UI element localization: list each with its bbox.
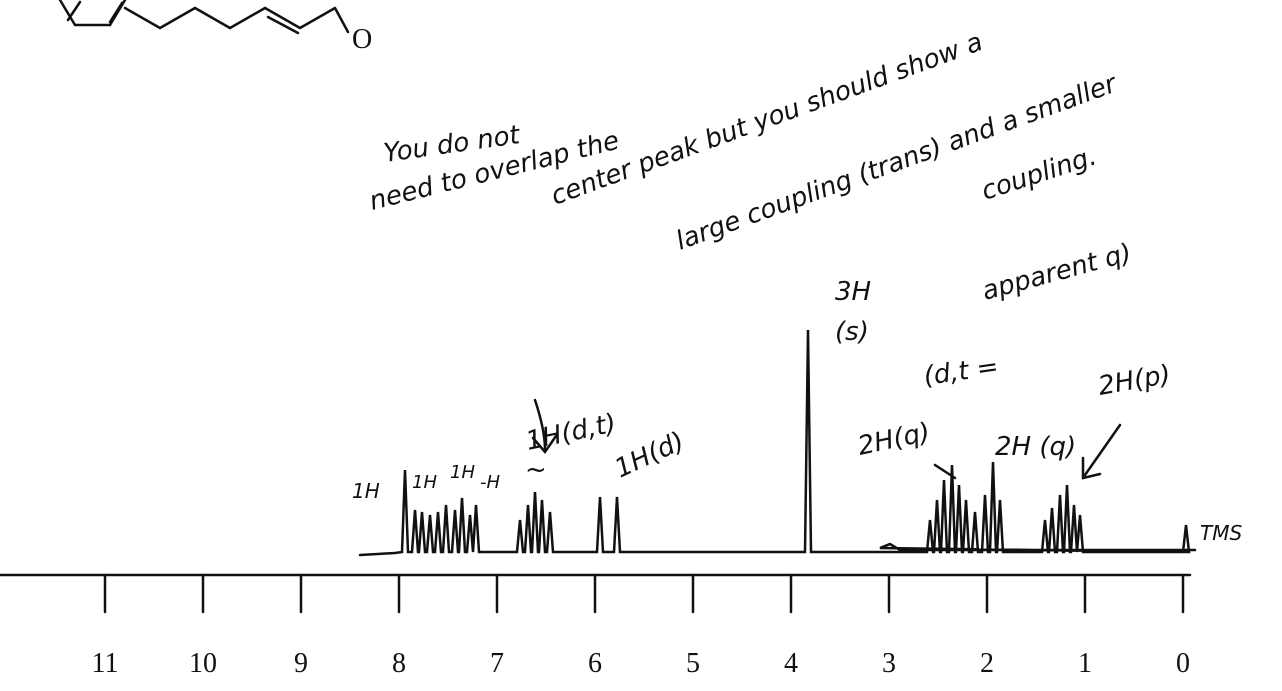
peak-label: apparent q) [979,238,1135,307]
axis-label: 2 [980,648,994,679]
axis-label: 11 [92,648,119,679]
axis-label: 5 [686,648,700,679]
nmr-sheet: O You do not need to overlap the center … [0,0,1282,691]
axis-label: 6 [588,648,602,679]
note: coupling. [978,141,1100,206]
peak-label: 1H [352,479,380,503]
peak-label: -H [480,472,500,493]
axis-label: 7 [490,648,504,679]
axis-label: 8 [392,648,406,679]
structure: O [60,0,372,55]
axis-label: 10 [189,648,217,679]
axis-label: 9 [294,648,308,679]
peak-label: (s) [835,317,869,347]
atom-label: O [352,24,372,55]
axis-label: 4 [784,648,798,679]
axis-label: 3 [882,648,896,679]
peak-label: 1H [450,462,475,483]
axis-label: 1 [1078,648,1092,679]
peak-label: 2H(p) [1096,360,1173,402]
peak-label: 2H(q) [855,417,933,461]
bond-lines [60,0,348,33]
peak-label: 1H [412,472,437,493]
peak-label: 2H (q) [995,432,1076,462]
peak-label: ~ [525,455,547,485]
arrow [1083,425,1120,478]
note: center peak but you should show a [547,27,987,211]
page: O You do not need to overlap the center … [0,0,1282,691]
peak-label: (d,t = [922,352,1001,392]
axis-label: 0 [1176,648,1190,679]
peak-label: 1H(d,t) [523,409,619,457]
peak-label: 1H(d) [610,426,689,484]
peak-label: 3H [835,277,871,307]
peak-label: TMS [1200,521,1242,545]
